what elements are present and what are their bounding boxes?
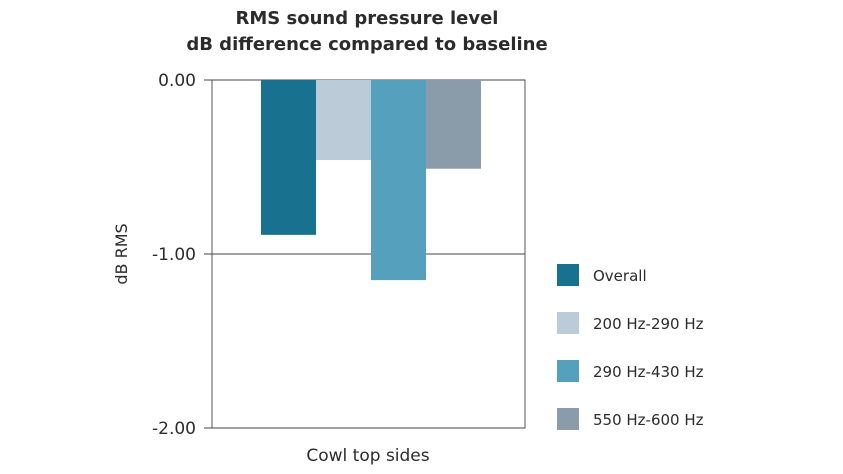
legend-swatch	[557, 264, 579, 286]
bar-550-hz-600-hz	[426, 80, 481, 169]
legend-swatch	[557, 312, 579, 334]
bars	[261, 80, 481, 281]
y-tick-label: -1.00	[152, 245, 196, 265]
bar-290-hz-430-hz	[371, 80, 426, 281]
y-tick-labels: 0.00 -1.00 -2.00	[152, 71, 196, 439]
legend-label: 550 Hz-600 Hz	[593, 411, 704, 429]
legend-label: 290 Hz-430 Hz	[593, 363, 704, 381]
chart-title-line-2: dB difference compared to baseline	[186, 34, 547, 55]
legend-swatch	[557, 408, 579, 430]
legend-label: Overall	[593, 267, 647, 285]
legend: Overall 200 Hz-290 Hz 290 Hz-430 Hz 550 Hz-…	[557, 264, 704, 430]
y-axis-title: dB RMS	[112, 223, 131, 284]
y-tick-label: 0.00	[158, 71, 196, 91]
bar-overall	[261, 80, 316, 235]
chart-title-line-1: RMS sound pressure level	[236, 8, 499, 29]
legend-label: 200 Hz-290 Hz	[593, 315, 704, 333]
legend-swatch	[557, 360, 579, 382]
y-tick-label: -2.00	[152, 419, 196, 439]
bar-200-hz-290-hz	[316, 80, 371, 161]
x-category-label: Cowl top sides	[306, 446, 429, 466]
